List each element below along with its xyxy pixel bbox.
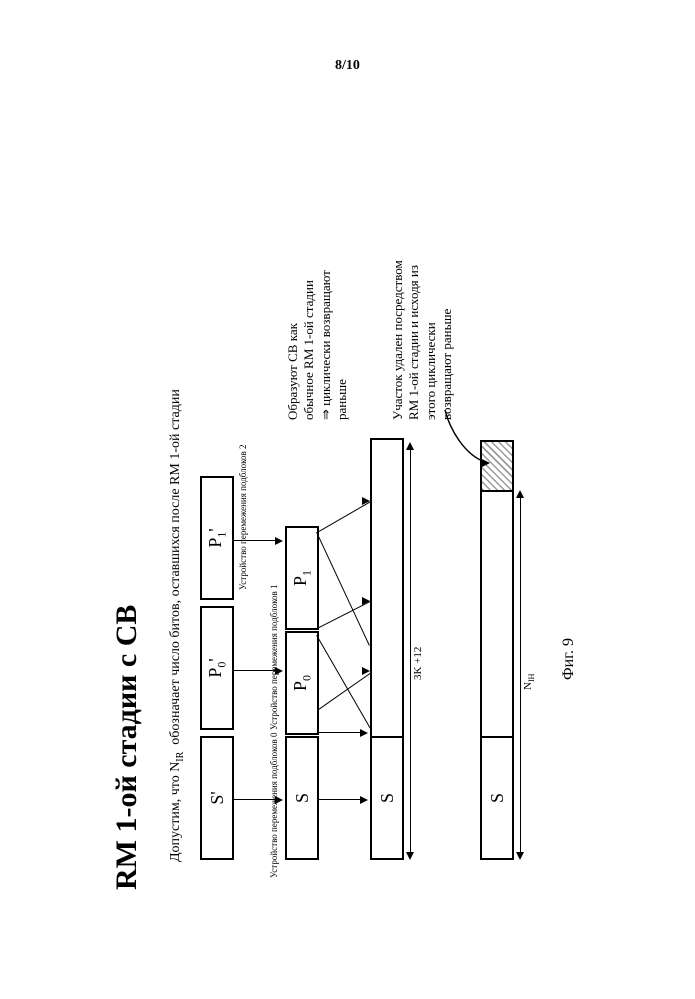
subtitle-suf: обозначает число битов, оставшихся после…	[168, 389, 183, 752]
dim-nir-label: NIH	[522, 674, 536, 690]
ann2-l2: RM 1-ой стадии и исходя из	[406, 190, 422, 420]
row3-s: S	[370, 736, 404, 860]
ann1-l3: ⇒ циклически возвращают	[318, 200, 334, 420]
ann1-l1: Образуют CB как	[285, 200, 301, 420]
block-p1: P1	[285, 526, 319, 630]
ann2-l4: возвращают раньше	[439, 190, 455, 420]
row4-s-label: S	[487, 793, 508, 803]
row3-s-label: S	[377, 793, 398, 803]
ann1-l2: обычное RM 1-ой стадии	[301, 200, 317, 420]
dim-nir-line	[520, 496, 521, 854]
diag2	[316, 635, 374, 735]
block-p1-label: P1	[290, 570, 315, 586]
block-s: S	[285, 736, 319, 860]
ann2-l1: Участок удален посредством	[390, 190, 406, 420]
subtitle-sub: IR	[175, 752, 186, 762]
annotation-cb: Образуют CB как обычное RM 1-ой стадии ⇒…	[285, 200, 350, 420]
dim-3k-line	[410, 448, 411, 854]
block-p1-prime: P1'	[200, 476, 234, 600]
inter2-label: Устройство перемежения подблоков 2	[238, 444, 248, 590]
block-p0-prime-label: P0'	[205, 658, 230, 677]
ann2-l3: этого циклически	[423, 190, 439, 420]
annotation-removed: Участок удален посредством RM 1-ой стади…	[390, 190, 455, 420]
figure-label: Фиг. 9	[560, 638, 578, 680]
ann1-l4: раньше	[334, 200, 350, 420]
block-p1-prime-label: P1'	[205, 528, 230, 547]
block-p0-prime: P0'	[200, 606, 234, 730]
dh1	[362, 667, 370, 675]
block-s-prime: S'	[200, 736, 234, 860]
inter1-label: Устройство перемежения подблоков 1	[269, 584, 279, 730]
title: RM 1-ой стадии с CB	[110, 605, 144, 890]
page-number: 8/10	[0, 58, 695, 74]
row4-s: S	[480, 736, 514, 860]
subtitle-pre: Допустим, что N	[168, 762, 183, 862]
arrow-p1-head	[275, 537, 283, 545]
inter0-label: Устройство перемежения подблоков 0	[269, 732, 279, 878]
dim-3k-l	[406, 852, 414, 860]
block-p0-label: P0	[290, 675, 315, 691]
arrow2-s-head	[360, 796, 368, 804]
dim-nir-r	[516, 490, 524, 498]
diagram-rotated-container: RM 1-ой стадии с CB Допустим, что NIR об…	[110, 110, 630, 890]
dim-3k-r	[406, 442, 414, 450]
block-s-label: S	[292, 793, 313, 803]
dim-3k-label: 3K +12	[412, 647, 424, 680]
subtitle: Допустим, что NIR обозначает число битов…	[152, 389, 202, 890]
callout-arrow	[440, 390, 500, 470]
arrow2-s	[317, 799, 362, 800]
dh3	[362, 497, 370, 505]
arrow2-p0l	[317, 732, 362, 733]
arrow2-p0l-head	[360, 729, 368, 737]
diag4	[316, 532, 370, 646]
block-s-prime-label: S'	[207, 791, 228, 804]
dim-nir-l	[516, 852, 524, 860]
dh2	[362, 597, 370, 605]
diagram: RM 1-ой стадии с CB Допустим, что NIR об…	[110, 110, 630, 890]
block-p0: P0	[285, 631, 319, 735]
